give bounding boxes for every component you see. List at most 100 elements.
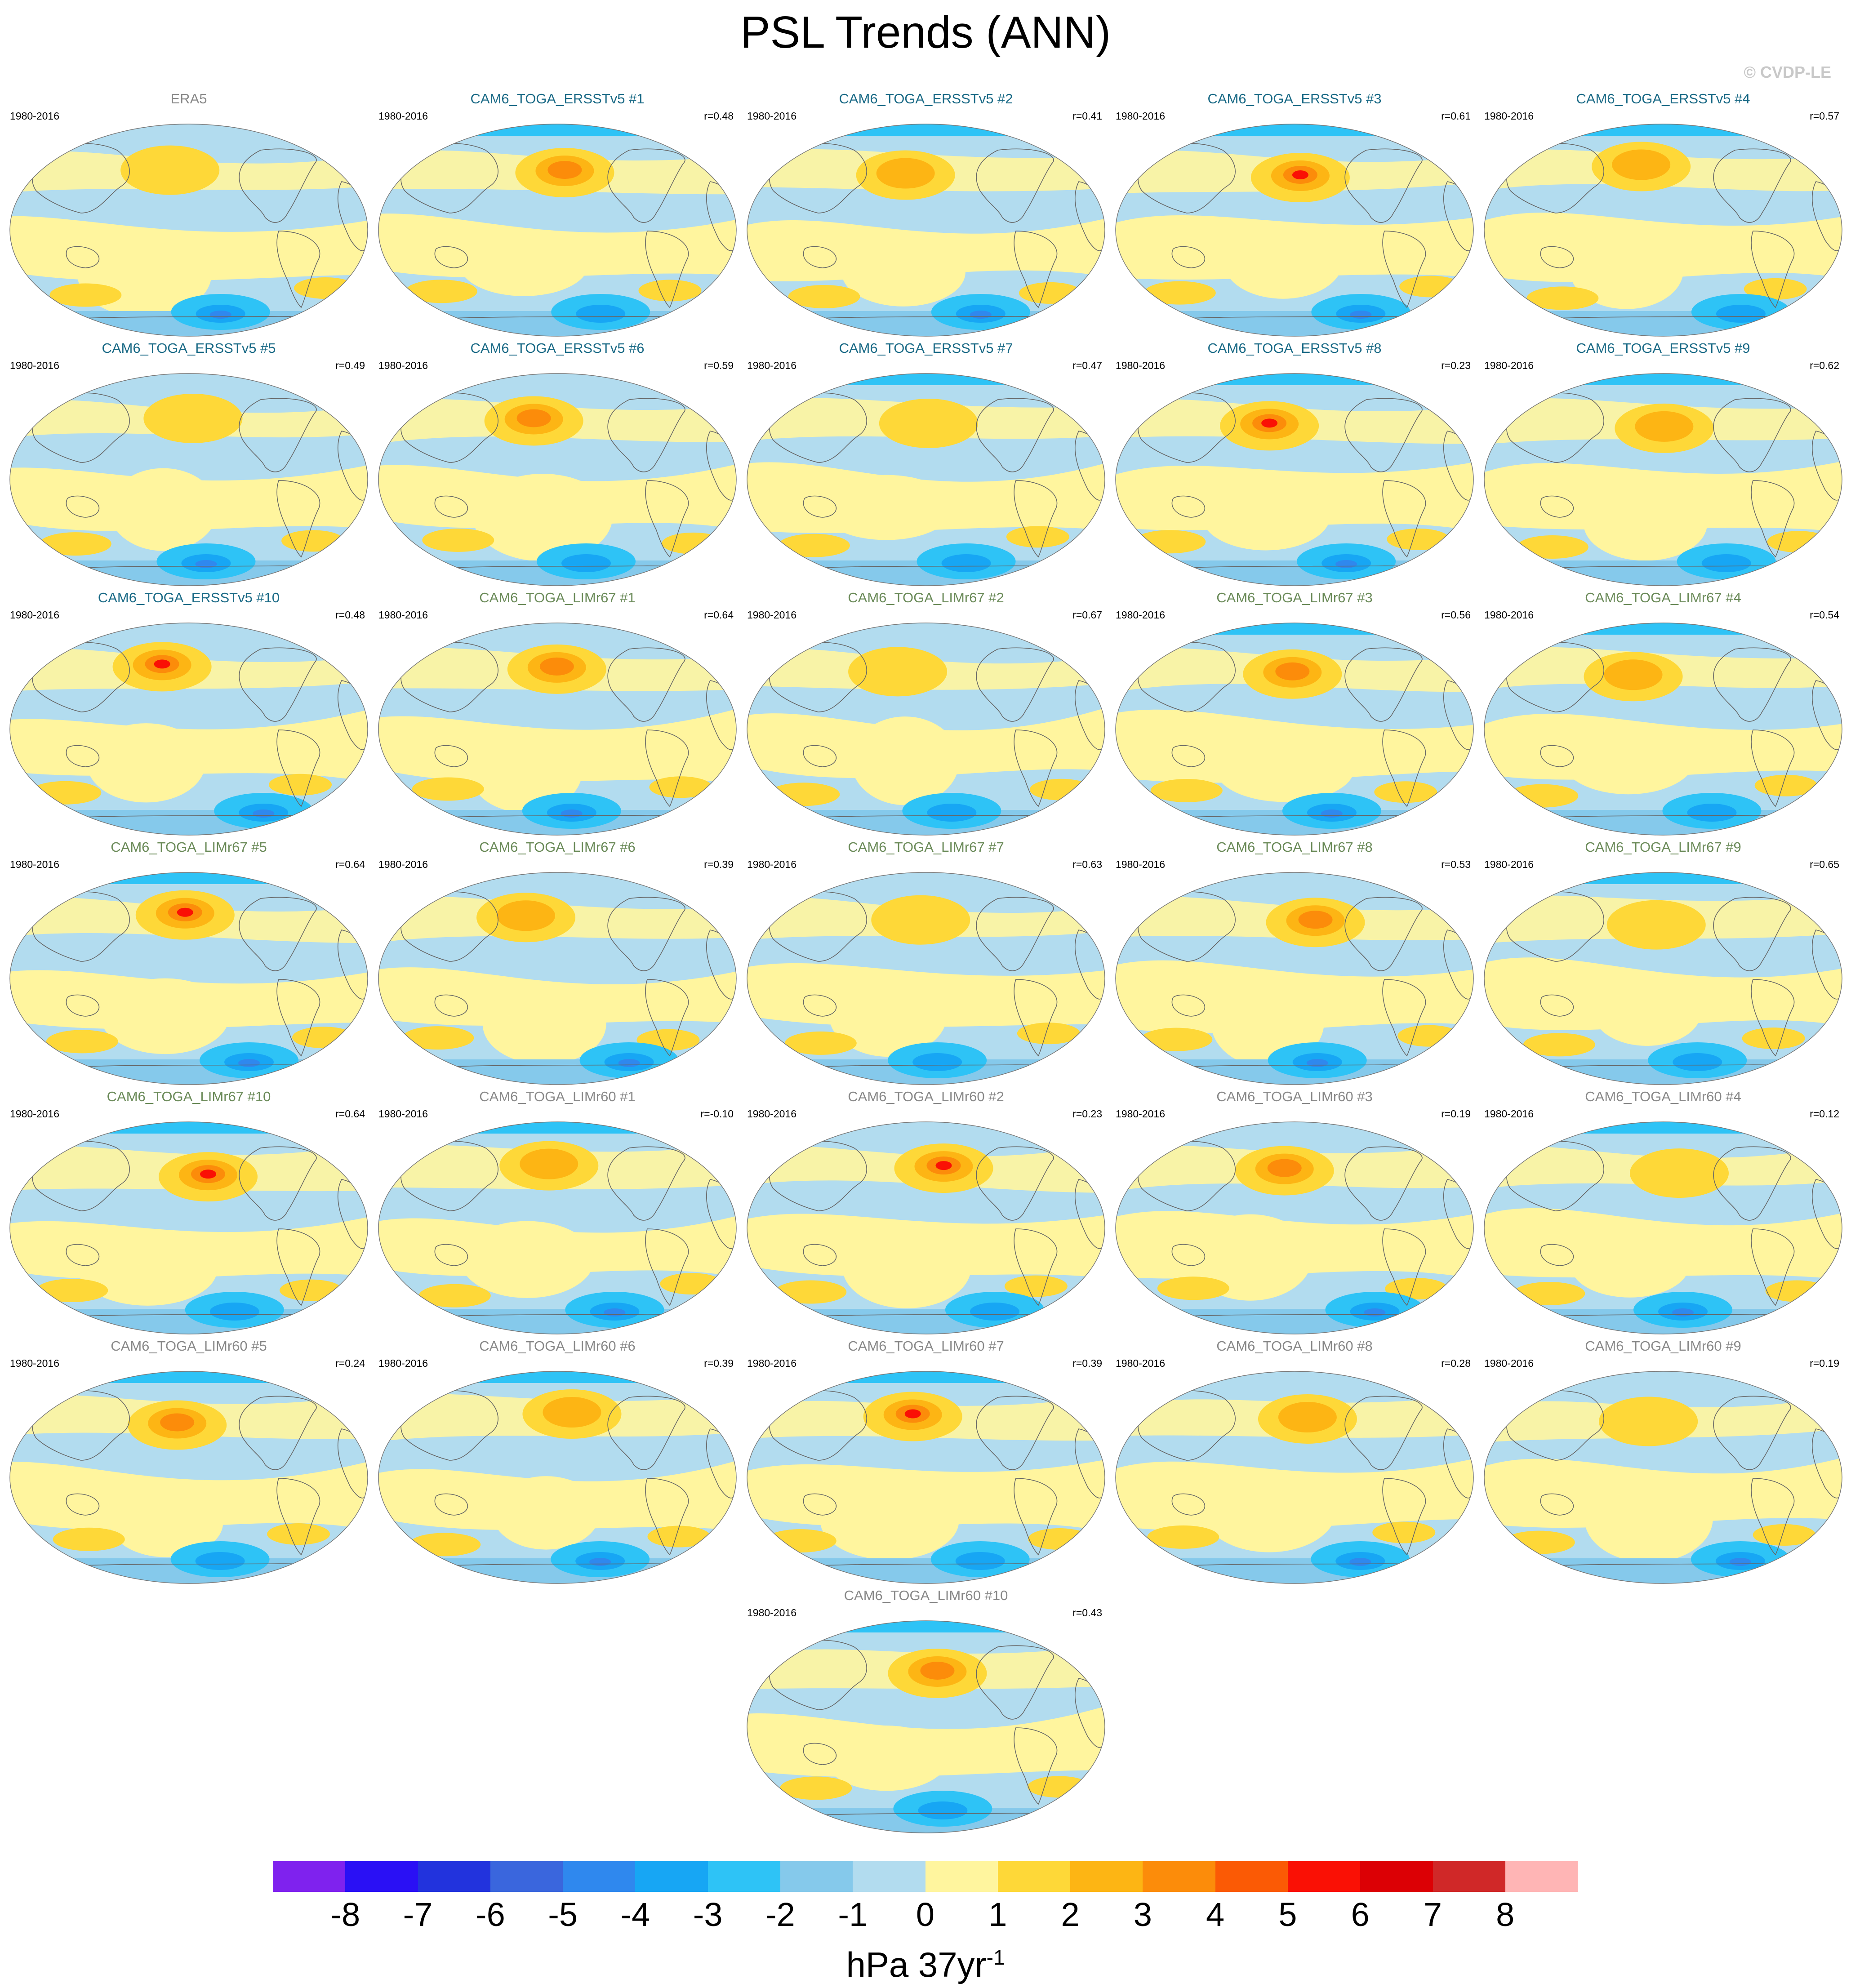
positive-anomaly: [660, 1273, 723, 1295]
north-america-coastline: [607, 647, 685, 722]
colorbar-tick-label: -7: [403, 1896, 433, 1933]
colorbar-swatch: [853, 1861, 926, 1892]
positive-anomaly: [492, 1476, 600, 1550]
positive-anomaly: [647, 1525, 711, 1548]
positive-anomaly: [100, 978, 229, 1054]
positive-anomaly: [1593, 978, 1701, 1046]
map-outline: [1484, 124, 1842, 337]
positive-anomaly: [1526, 286, 1599, 310]
negative-anomaly: [1350, 311, 1372, 319]
panel-period: 1980-2016: [747, 110, 796, 122]
colorbar-swatch: [1433, 1861, 1505, 1892]
trend-map: [1115, 373, 1474, 586]
panel-title: CAM6_TOGA_ERSSTv5 #8: [1207, 340, 1382, 356]
south-america-coastline: [1014, 480, 1058, 558]
asia-coastline: [1506, 1390, 1604, 1461]
trend-map: [1484, 872, 1842, 1085]
panel-period: 1980-2016: [378, 1108, 428, 1120]
positive-anomaly: [1606, 900, 1706, 950]
positive-anomaly: [177, 907, 193, 917]
panel-correlation: r=0.43: [1072, 1607, 1102, 1619]
trend-map: [1484, 623, 1842, 836]
map-panel: CAM6_TOGA_ERSSTv5 #8 1980-2016 r=0.23: [1110, 339, 1479, 587]
panel-period: 1980-2016: [378, 360, 428, 371]
australia-coastline: [434, 495, 468, 518]
negative-band: [747, 311, 1105, 336]
negative-anomaly: [912, 1053, 962, 1071]
positive-anomaly: [46, 1030, 118, 1054]
positive-anomaly: [1604, 659, 1663, 690]
negative-anomaly: [1716, 305, 1766, 323]
panel-period: 1980-2016: [1484, 858, 1534, 870]
negative-anomaly: [927, 804, 977, 822]
panel-title: CAM6_TOGA_LIMr67 #8: [1216, 839, 1373, 855]
asia-coastline: [1138, 392, 1236, 463]
negative-anomaly: [209, 311, 231, 319]
negative-band: [1484, 810, 1842, 835]
negative-band: [10, 1059, 368, 1085]
map-panel: CAM6_TOGA_LIMr60 #10 1980-2016 r=0.43: [742, 1587, 1110, 1834]
map-panel: CAM6_TOGA_LIMr67 #9 1980-2016 r=0.65: [1479, 838, 1847, 1085]
map-panel: CAM6_TOGA_LIMr67 #7 1980-2016 r=0.63: [742, 838, 1110, 1085]
trend-map: [747, 623, 1105, 836]
colorbar-tick-label: 1: [988, 1896, 1007, 1933]
asia-coastline: [400, 642, 498, 712]
panel-correlation: r=0.62: [1810, 360, 1839, 371]
positive-anomaly: [1561, 723, 1695, 795]
panel-correlation: r=0.67: [1072, 609, 1102, 621]
trend-map: [378, 1121, 737, 1334]
negative-anomaly: [1673, 1053, 1722, 1071]
panel-title: CAM6_TOGA_LIMr60 #5: [111, 1338, 267, 1354]
positive-anomaly: [1523, 1033, 1595, 1057]
south-america-coastline: [1014, 729, 1058, 807]
positive-anomaly: [409, 1533, 481, 1557]
south-america-coastline: [645, 231, 689, 308]
asia-coastline: [1506, 392, 1604, 463]
south-america-coastline: [645, 480, 689, 558]
negative-anomaly: [1321, 809, 1343, 818]
panel-period: 1980-2016: [1484, 360, 1534, 371]
south-america-coastline: [1751, 1478, 1795, 1556]
panel-period: 1980-2016: [10, 858, 59, 870]
negative-anomaly: [589, 1558, 611, 1566]
panel-title: CAM6_TOGA_LIMr67 #10: [107, 1089, 271, 1104]
positive-anomaly: [49, 283, 122, 307]
positive-anomaly: [1397, 1025, 1461, 1047]
map-outline: [1484, 623, 1842, 836]
panel-correlation: r=0.53: [1441, 858, 1471, 870]
colorbar-swatch: [418, 1861, 490, 1892]
trend-map: [9, 124, 368, 337]
positive-anomaly: [36, 1279, 108, 1303]
panel-title: CAM6_TOGA_LIMr60 #2: [848, 1089, 1004, 1104]
panel-title: CAM6_TOGA_ERSSTv5 #2: [839, 91, 1013, 107]
trend-map: [1115, 872, 1474, 1085]
north-america-coastline: [607, 1396, 685, 1470]
panel-title: CAM6_TOGA_ERSSTv5 #7: [839, 340, 1013, 356]
map-outline: [1115, 872, 1474, 1085]
positive-anomaly: [1147, 1525, 1219, 1549]
positive-anomaly: [876, 158, 935, 189]
panel-correlation: r=0.56: [1441, 609, 1471, 621]
colorbar-swatch: [273, 1861, 346, 1892]
panel-period: 1980-2016: [1116, 1108, 1165, 1120]
positive-anomaly: [120, 145, 220, 195]
panel-correlation: r=-0.10: [700, 1108, 734, 1120]
panel-period: 1980-2016: [747, 609, 796, 621]
positive-anomaly: [269, 774, 332, 796]
colorbar-swatch: [1505, 1861, 1578, 1892]
positive-anomaly: [1744, 278, 1807, 300]
colorbar-swatch: [345, 1861, 418, 1892]
positive-anomaly: [1028, 1528, 1091, 1550]
australia-coastline: [66, 745, 100, 767]
map-panel: CAM6_TOGA_LIMr60 #4 1980-2016 r=0.12: [1479, 1088, 1847, 1335]
positive-anomaly: [1742, 1027, 1805, 1050]
colorbar-swatch: [925, 1861, 998, 1892]
positive-anomaly: [459, 232, 589, 296]
positive-anomaly: [1599, 1396, 1698, 1446]
negative-band: [378, 1371, 736, 1383]
panel-title: CAM6_TOGA_LIMr60 #6: [479, 1338, 636, 1354]
colorbar-swatch: [780, 1861, 853, 1892]
negative-band: [10, 1122, 368, 1134]
panel-correlation: r=0.28: [1441, 1357, 1471, 1369]
trend-map: [1115, 1121, 1474, 1334]
